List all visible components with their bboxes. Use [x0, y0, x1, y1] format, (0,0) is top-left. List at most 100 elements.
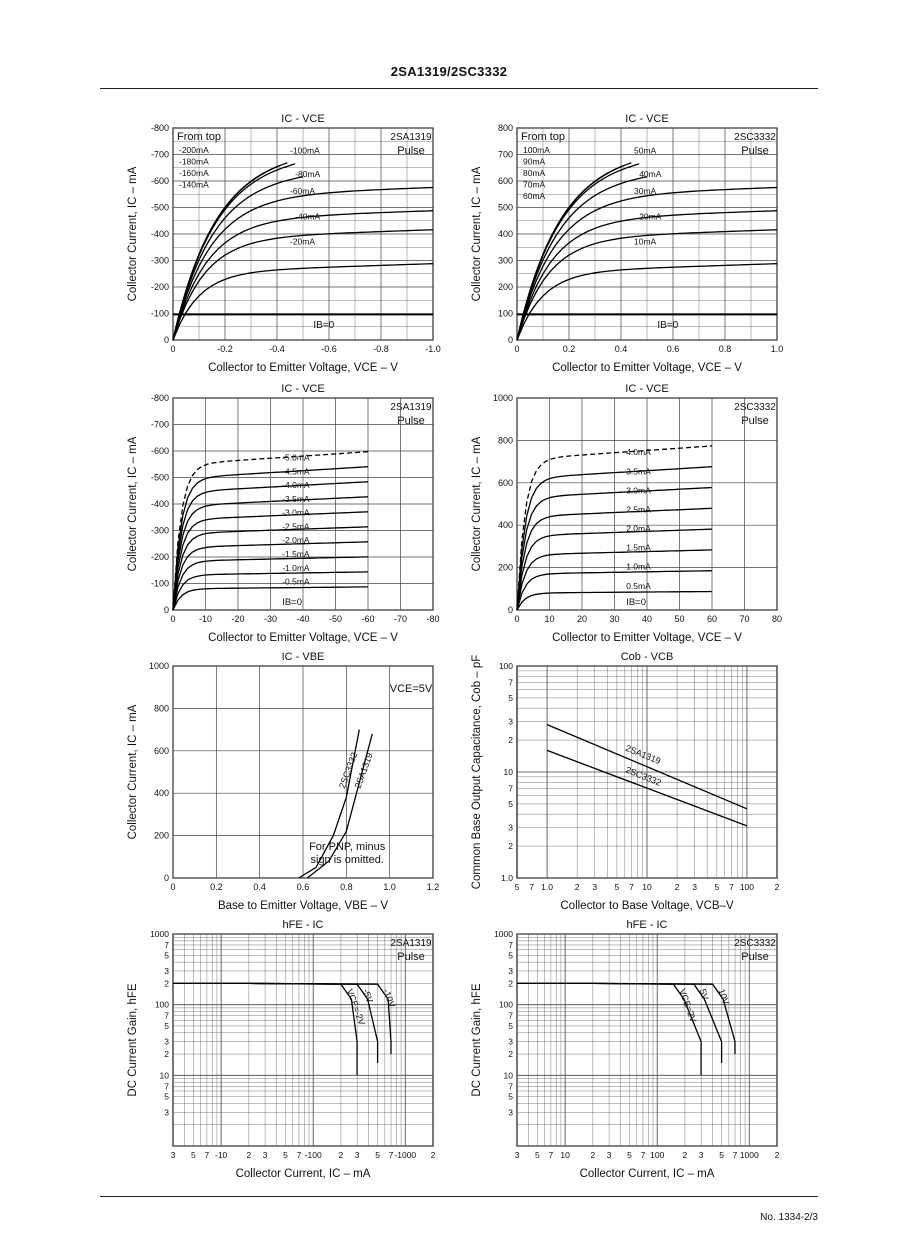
- curve-label: -20mA: [290, 237, 315, 247]
- y-tick-label: -300: [151, 526, 169, 536]
- x-tick-label: -0.6: [321, 344, 337, 354]
- y-tick-label: 3: [508, 716, 513, 726]
- y-axis-title: DC Current Gain, hFE: [471, 983, 483, 1096]
- ib-curve: [516, 466, 713, 611]
- device-label: 2SA1319: [390, 132, 432, 143]
- curve-label: 2SA1319: [624, 743, 662, 766]
- y-tick-label: 100: [155, 1000, 169, 1010]
- ib-curve: [172, 176, 304, 341]
- condition-label: Pulse: [741, 415, 769, 427]
- curve-label: -4.5mA: [282, 466, 310, 476]
- y-tick-label: 200: [498, 563, 513, 573]
- y-axis-title: Collector Current, IC – mA: [127, 166, 139, 301]
- ib-curve: [516, 549, 713, 611]
- cob-line-2sc3332: [546, 749, 748, 827]
- chart-title: Cob - VCB: [621, 651, 674, 663]
- x-tick-label: -10: [199, 614, 212, 624]
- x-tick-label: 0.4: [253, 882, 266, 892]
- y-tick-label: 5: [508, 799, 513, 809]
- y-tick-label: -600: [151, 176, 169, 186]
- x-tick-label: 0: [514, 344, 519, 354]
- y-tick-label: -100: [151, 309, 169, 319]
- y-tick-label: -200: [151, 552, 169, 562]
- device-label: 2SC3332: [734, 132, 776, 143]
- y-tick-label: -800: [151, 123, 169, 133]
- chart-hfe-ic-2sa1319: hFE - IC 2SA1319 Pulse Collector Current, I…: [127, 919, 436, 1180]
- x-tick-label: -1000: [394, 1150, 416, 1160]
- legend-item: 70mA: [523, 180, 546, 190]
- y-tick-label: 5: [164, 1092, 169, 1102]
- y-tick-label: -400: [151, 499, 169, 509]
- y-tick-label: 5: [508, 950, 513, 960]
- curve-label: -0.5mA: [282, 577, 310, 587]
- y-tick-label: -500: [151, 203, 169, 213]
- y-axis-title: Collector Current, IC – mA: [471, 436, 483, 571]
- y-tick-label: 7: [508, 783, 513, 793]
- curve-label: 1.0mA: [626, 562, 651, 572]
- x-tick-label: 2: [675, 882, 680, 892]
- ib-curve: [516, 229, 778, 341]
- ib-curve: [172, 586, 368, 611]
- page-footer: No. 1334-2/3: [760, 1212, 818, 1223]
- x-tick-label: 7: [733, 1150, 738, 1160]
- curve-label: 3.0mA: [626, 485, 651, 495]
- x-tick-label: 0: [170, 882, 175, 892]
- x-tick-label: 2: [683, 1150, 688, 1160]
- curve-label: -5.0mA: [282, 453, 310, 463]
- y-tick-label: 700: [498, 150, 513, 160]
- y-axis-title: Collector Current, IC – mA: [471, 166, 483, 301]
- x-tick-label: 60: [707, 614, 717, 624]
- curve-label: 1.5mA: [626, 543, 651, 553]
- y-tick-label: 2: [508, 735, 513, 745]
- ib-curve: [172, 466, 369, 611]
- y-tick-label: 1000: [149, 661, 169, 671]
- x-tick-label: 2: [246, 1150, 251, 1160]
- x-tick-label: 5: [627, 1150, 632, 1160]
- x-tick-label: 5: [535, 1150, 540, 1160]
- curve-label: 4.0mA: [626, 447, 651, 457]
- x-tick-label: 5: [283, 1150, 288, 1160]
- x-axis-title: Collector to Base Voltage, VCB–V: [560, 900, 734, 912]
- x-tick-label: 3: [607, 1150, 612, 1160]
- x-tick-label: 5: [714, 882, 719, 892]
- y-tick-label: -300: [151, 256, 169, 266]
- x-tick-label: 10: [560, 1150, 570, 1160]
- x-tick-label: 1.2: [427, 882, 440, 892]
- y-axis-title: Collector Current, IC – mA: [127, 436, 139, 571]
- ib-curve: [172, 541, 369, 611]
- ib-curve: [172, 229, 434, 341]
- curve-label: VCE=2V: [677, 988, 698, 1024]
- chart-title: IC - VCE: [281, 383, 324, 395]
- x-tick-label: 1.0: [541, 882, 553, 892]
- chart-title: IC - VCE: [625, 383, 668, 395]
- y-tick-label: 200: [154, 831, 169, 841]
- y-tick-label: 600: [498, 176, 513, 186]
- y-tick-label: 5: [508, 1021, 513, 1031]
- ib-zero-label: IB=0: [282, 597, 302, 608]
- y-tick-label: 2: [164, 1049, 169, 1059]
- y-tick-label: 2: [508, 1049, 513, 1059]
- x-tick-label: 70: [739, 614, 749, 624]
- curve-label: -10V: [381, 988, 397, 1009]
- hfe-curve: [517, 982, 736, 1055]
- y-tick-label: 7: [164, 940, 169, 950]
- x-tick-label: -40: [296, 614, 309, 624]
- chart-title: IC - VBE: [282, 651, 325, 663]
- cob-line-2sa1319: [546, 724, 748, 810]
- x-tick-label: 3: [592, 882, 597, 892]
- x-tick-label: 3: [515, 1150, 520, 1160]
- condition-label: Pulse: [397, 951, 425, 963]
- x-tick-label: 0: [514, 614, 519, 624]
- y-tick-label: -800: [151, 393, 169, 403]
- curve-label: -4.0mA: [282, 480, 310, 490]
- chart-hfe-ic-2sc3332: hFE - IC 2SC3332 Pulse Collector Current, I…: [471, 919, 780, 1180]
- y-tick-label: 10: [504, 1070, 514, 1080]
- x-tick-label: 3: [355, 1150, 360, 1160]
- y-tick-label: 1000: [493, 393, 513, 403]
- y-tick-label: 1000: [494, 929, 513, 939]
- x-tick-label: -30: [264, 614, 277, 624]
- chart-ic-vce-2sc3332-low: IC - VCE 2SC3332 Pulse Collector to Emitter…: [471, 113, 783, 374]
- x-tick-label: -0.8: [373, 344, 389, 354]
- y-tick-label: 0: [508, 335, 513, 345]
- ib-curve: [172, 210, 434, 341]
